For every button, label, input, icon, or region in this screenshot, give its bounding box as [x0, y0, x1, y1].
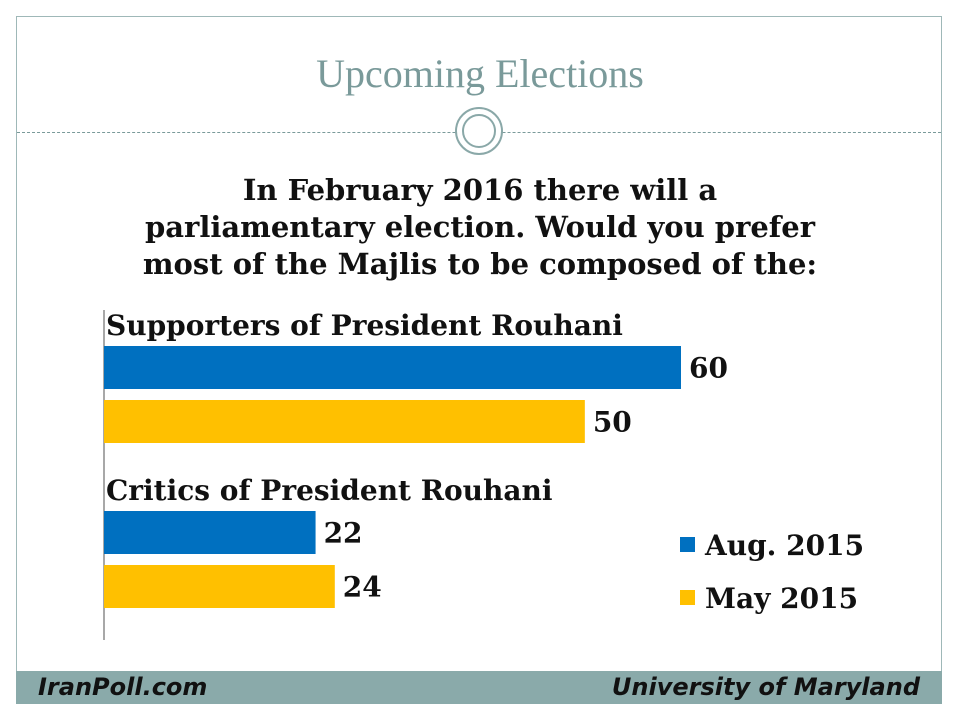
slide-title: Upcoming Elections	[316, 51, 644, 96]
data-label: 50	[593, 406, 632, 439]
legend-swatch	[680, 537, 695, 552]
legend-swatch	[680, 590, 695, 605]
bar-aug-2015	[104, 511, 316, 554]
survey-question: In February 2016 there will a parliament…	[142, 173, 818, 281]
legend-label: May 2015	[705, 582, 858, 615]
bar-may-2015	[104, 565, 335, 608]
footer-institution: University of Maryland	[611, 673, 920, 701]
category-label: Critics of President Rouhani	[106, 474, 553, 507]
data-label: 24	[343, 571, 382, 604]
footer-bar: IranPoll.com University of Maryland	[16, 671, 942, 704]
legend-label: Aug. 2015	[704, 529, 864, 562]
bar-aug-2015	[104, 346, 681, 389]
category-label: Supporters of President Rouhani	[106, 309, 623, 342]
data-label: 22	[324, 517, 363, 550]
footer-source: IranPoll.com	[38, 673, 208, 701]
divider-circle-ornament	[455, 107, 503, 155]
data-label: 60	[689, 352, 728, 385]
bar-may-2015	[104, 400, 585, 443]
